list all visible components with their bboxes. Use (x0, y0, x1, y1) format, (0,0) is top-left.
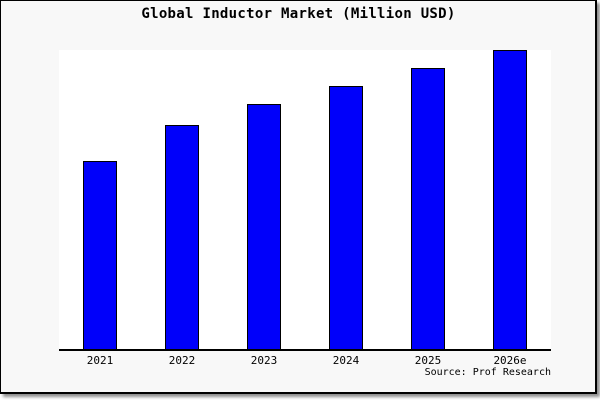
x-tick-label-2022: 2022 (168, 354, 196, 367)
x-tick-label-2025: 2025 (414, 354, 442, 367)
bar-2022 (165, 124, 199, 349)
chart-title: Global Inductor Market (Million USD) (141, 6, 456, 22)
bar-2025 (411, 67, 445, 349)
bar-2024 (329, 85, 363, 349)
bar-2021 (83, 160, 117, 349)
x-tick-label-2024: 2024 (332, 354, 360, 367)
bar-2023 (247, 103, 281, 349)
bar-2026e (493, 50, 527, 349)
x-tick-label-2023: 2023 (250, 354, 278, 367)
x-tick-label-2021: 2021 (86, 354, 114, 367)
x-tick-label-2026e: 2026e (493, 354, 527, 367)
plot-area (59, 50, 551, 351)
source-note: Source: Prof Research (424, 367, 551, 378)
